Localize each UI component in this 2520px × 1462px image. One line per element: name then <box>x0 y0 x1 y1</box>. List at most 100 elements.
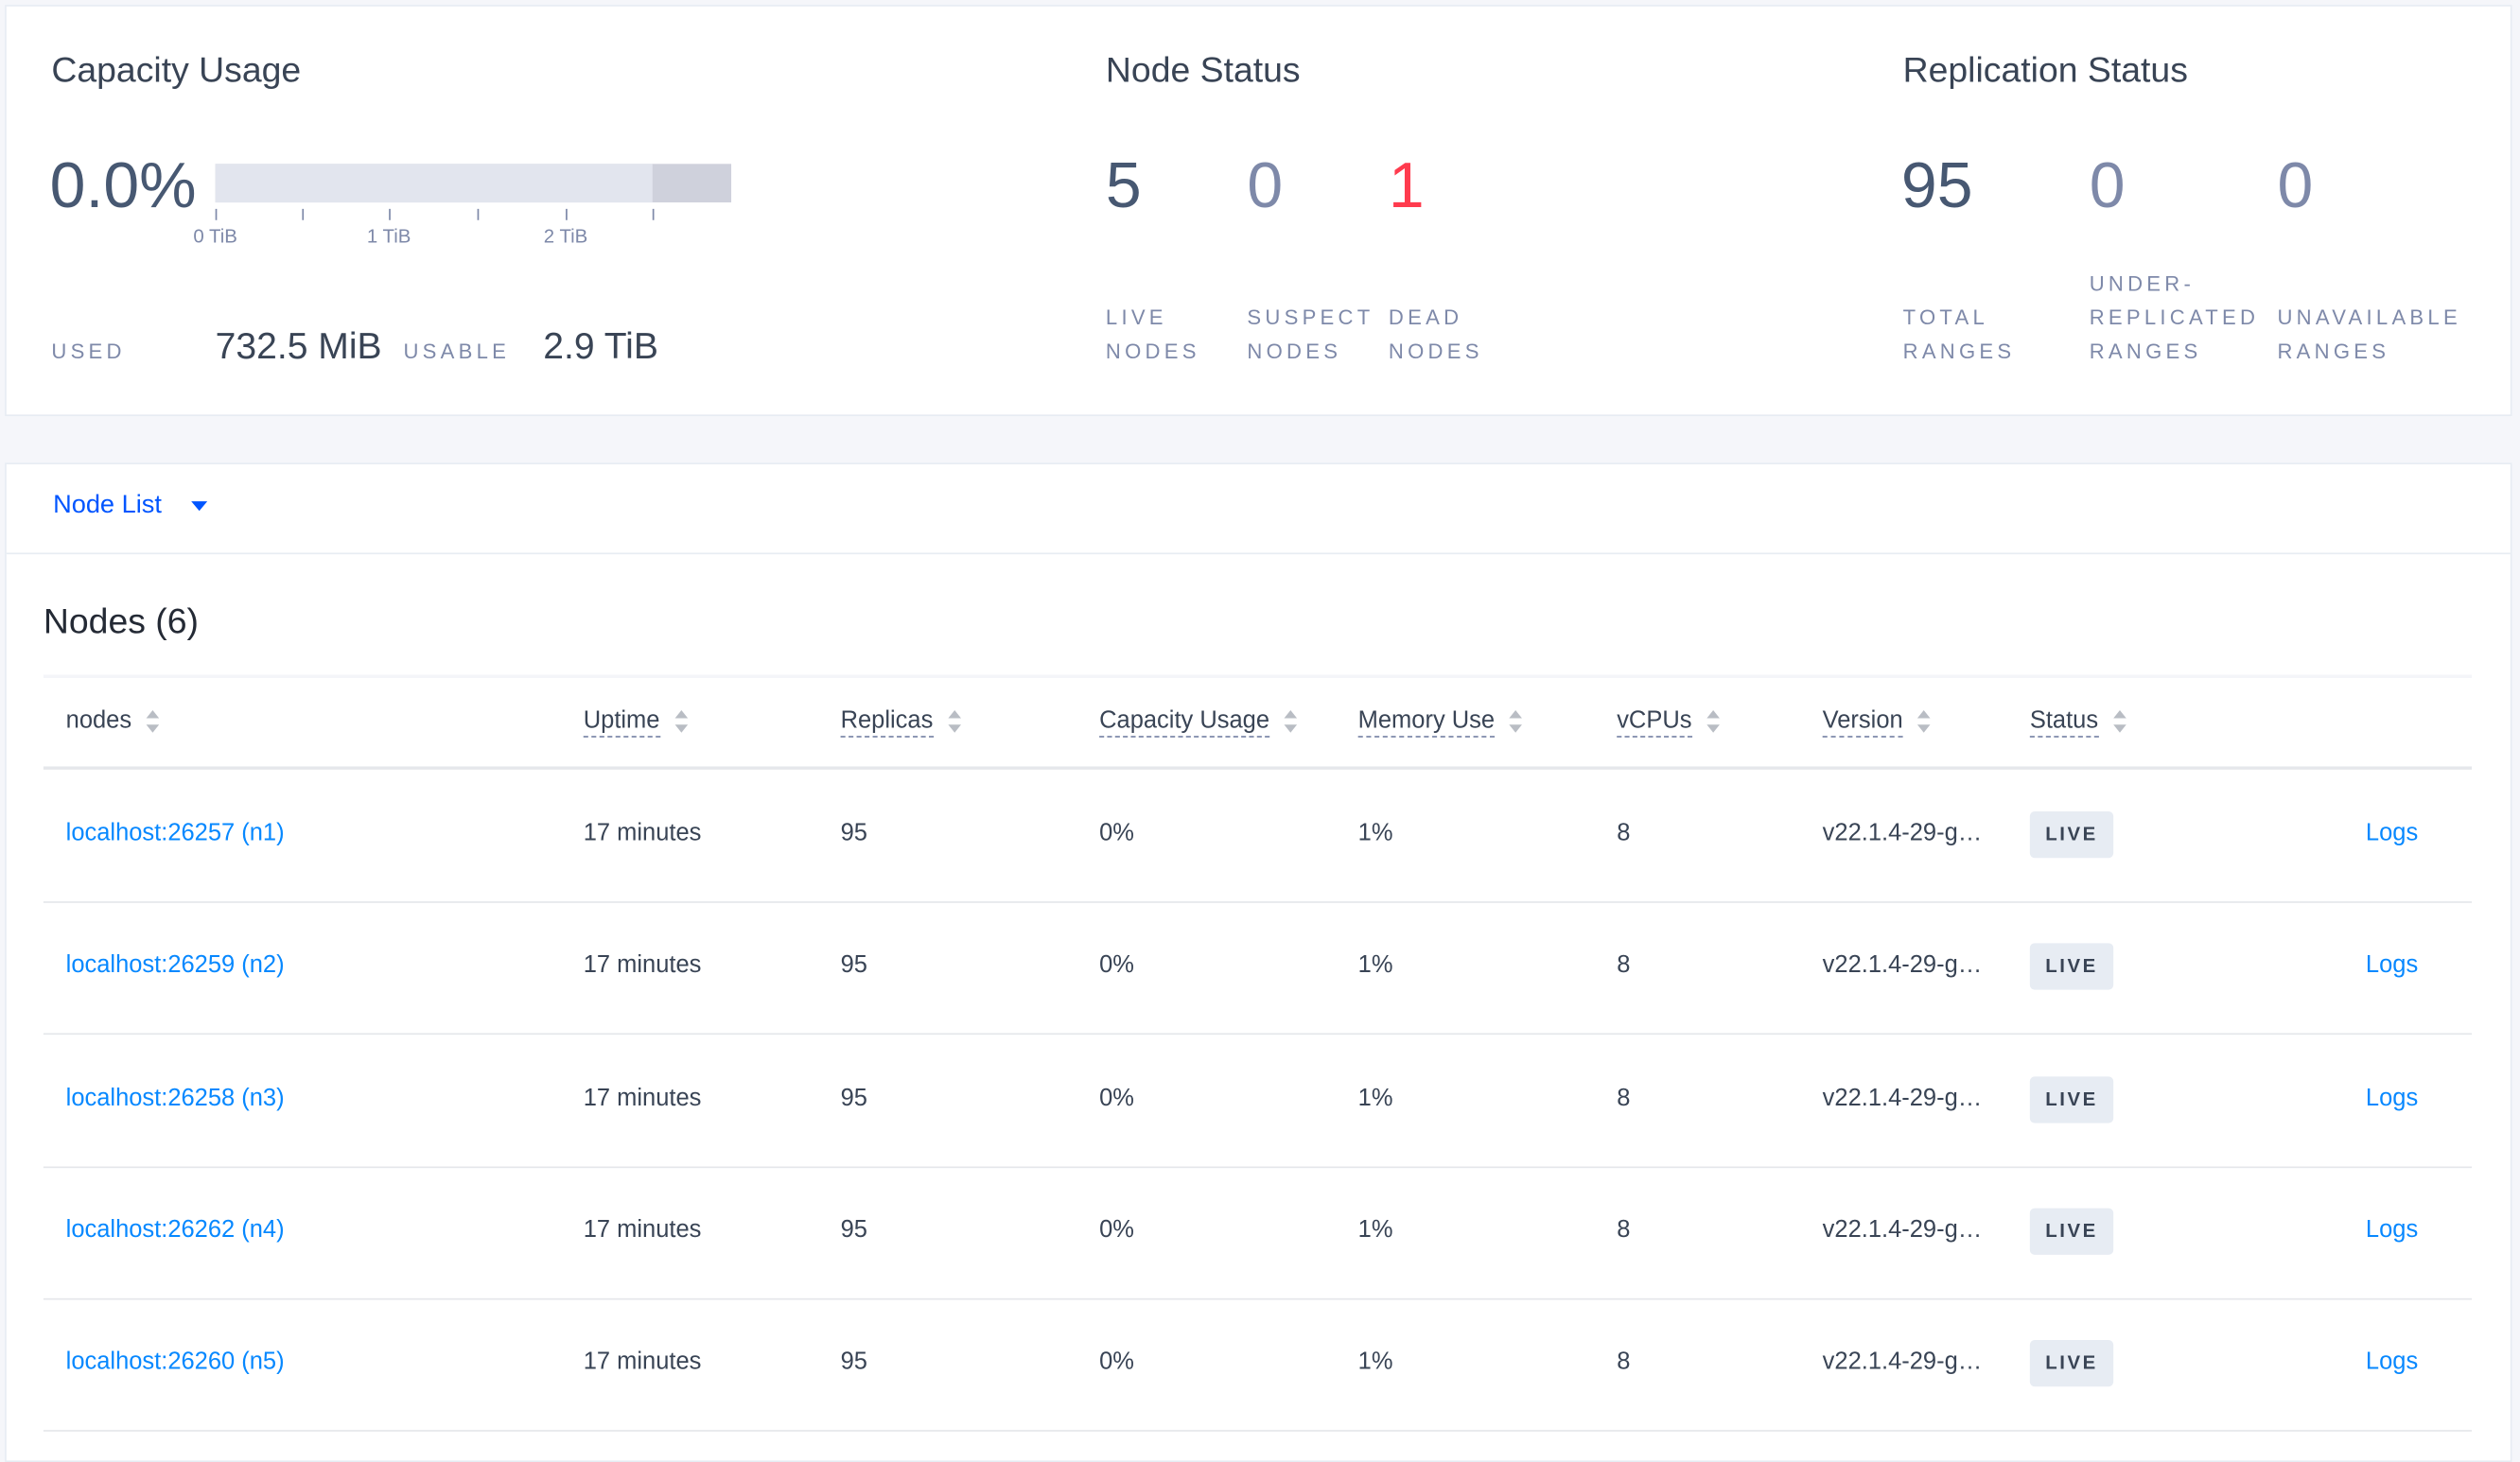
under-replicated-count: 0 <box>2089 150 2126 222</box>
column-header-status[interactable]: Status <box>2029 706 2126 738</box>
memory-cell: 1% <box>1357 1084 1393 1112</box>
capacity-cell: 0% <box>1099 1348 1134 1376</box>
replicas-cell: 95 <box>840 1348 867 1376</box>
capacity-bar-available <box>215 164 653 203</box>
table-row: localhost:26262 (n4) 17 minutes 95 0% 1% 8 v22… <box>43 1166 2473 1300</box>
live-nodes-label: LIVE NODES <box>1105 305 1200 363</box>
summary-card <box>5 5 2512 417</box>
tick-label: 2 TiB <box>543 224 588 248</box>
version-cell: v22.1.4-29-g… <box>1822 1215 1983 1244</box>
vcpus-cell: 8 <box>1617 819 1631 847</box>
vcpus-cell: 8 <box>1617 1348 1631 1376</box>
sort-icon[interactable] <box>2112 710 2126 733</box>
node-link[interactable]: localhost:26258 (n3) <box>65 1084 285 1112</box>
capacity-cell: 0% <box>1099 951 1134 980</box>
uptime-cell: 17 minutes <box>583 1215 702 1244</box>
capacity-title: Capacity Usage <box>51 49 302 91</box>
node-link[interactable]: localhost:26260 (n5) <box>65 1348 285 1376</box>
usable-value: 2.9 TiB <box>543 324 658 367</box>
table-row: localhost:26258 (n3) 17 minutes 95 0% 1% 8 v22… <box>43 1034 2473 1168</box>
sort-icon[interactable] <box>1916 710 1931 733</box>
node-link[interactable]: localhost:26262 (n4) <box>65 1215 285 1244</box>
table-row: localhost:26260 (n5) 17 minutes 95 0% 1% 8 v22… <box>43 1298 2473 1433</box>
replicas-cell: 95 <box>840 1215 867 1244</box>
tick <box>652 208 655 220</box>
node-link[interactable]: localhost:26259 (n2) <box>65 951 285 980</box>
unavailable-label: UNAVAILABLE RANGES <box>2277 305 2461 363</box>
suspect-nodes-label: SUSPECT NODES <box>1247 305 1374 363</box>
tick-label: 1 TiB <box>366 224 411 248</box>
logs-link[interactable]: Logs <box>2365 1215 2419 1244</box>
nodes-title: Nodes (6) <box>43 600 199 641</box>
sort-icon[interactable] <box>1509 710 1522 733</box>
replicas-cell: 95 <box>840 1084 867 1112</box>
tick-label: 0 TiB <box>193 224 237 248</box>
memory-cell: 1% <box>1357 819 1393 847</box>
dead-nodes-count: 1 <box>1388 150 1425 222</box>
total-ranges-count: 95 <box>1900 150 1973 222</box>
used-label: USED <box>51 339 126 363</box>
sort-icon[interactable] <box>674 710 688 733</box>
memory-cell: 1% <box>1357 1348 1393 1376</box>
uptime-cell: 17 minutes <box>583 1084 702 1112</box>
tick <box>215 208 218 220</box>
logs-link[interactable]: Logs <box>2365 951 2419 980</box>
version-cell: v22.1.4-29-g… <box>1822 819 1983 847</box>
replicas-cell: 95 <box>840 951 867 980</box>
column-header-replicas[interactable]: Replicas <box>840 706 961 738</box>
header-divider <box>43 766 2473 770</box>
memory-cell: 1% <box>1357 1215 1393 1244</box>
tick <box>302 208 305 220</box>
status-badge: LIVE <box>2029 1208 2114 1255</box>
capacity-percent: 0.0% <box>49 150 197 222</box>
suspect-nodes-count: 0 <box>1247 150 1284 222</box>
total-ranges-label: TOTAL RANGES <box>1902 305 2016 363</box>
column-header-version[interactable]: Version <box>1822 706 1931 738</box>
column-header-uptime[interactable]: Uptime <box>583 706 688 738</box>
view-selector-label: Node List <box>53 491 162 519</box>
sort-icon[interactable] <box>1706 710 1720 733</box>
logs-link[interactable]: Logs <box>2365 819 2419 847</box>
logs-link[interactable]: Logs <box>2365 1084 2419 1112</box>
logs-link[interactable]: Logs <box>2365 1348 2419 1376</box>
capacity-cell: 0% <box>1099 1215 1134 1244</box>
node-link[interactable]: localhost:26257 (n1) <box>65 819 285 847</box>
version-cell: v22.1.4-29-g… <box>1822 1348 1983 1376</box>
column-header-memory-use[interactable]: Memory Use <box>1357 706 1522 738</box>
status-badge: LIVE <box>2029 810 2114 859</box>
vcpus-cell: 8 <box>1617 1084 1631 1112</box>
divider <box>43 674 2473 678</box>
replicas-cell: 95 <box>840 819 867 847</box>
column-header-nodes[interactable]: nodes <box>66 707 159 734</box>
tick <box>477 208 480 220</box>
used-value: 732.5 MiB <box>215 324 382 367</box>
caret-down-icon <box>191 500 208 511</box>
status-badge: LIVE <box>2029 1340 2114 1387</box>
uptime-cell: 17 minutes <box>583 1348 702 1376</box>
usable-label: USABLE <box>403 339 511 363</box>
sort-icon[interactable] <box>947 710 961 733</box>
version-cell: v22.1.4-29-g… <box>1822 951 1983 980</box>
uptime-cell: 17 minutes <box>583 819 702 847</box>
table-row: localhost:26257 (n1) 17 minutes 95 0% 1% 8 v22… <box>43 770 2473 903</box>
column-header-vcpus[interactable]: vCPUs <box>1617 706 1720 738</box>
uptime-cell: 17 minutes <box>583 951 702 980</box>
tick <box>566 208 568 220</box>
capacity-cell: 0% <box>1099 819 1134 847</box>
replication-status-title: Replication Status <box>1902 49 2188 91</box>
capacity-bar <box>215 164 732 203</box>
status-badge: LIVE <box>2029 1075 2114 1123</box>
divider <box>6 552 2511 555</box>
version-cell: v22.1.4-29-g… <box>1822 1084 1983 1112</box>
view-selector-dropdown[interactable]: Node List <box>53 491 208 521</box>
sort-icon[interactable] <box>1284 710 1297 733</box>
node-status-title: Node Status <box>1105 49 1301 91</box>
under-replicated-label: UNDER- REPLICATED RANGES <box>2089 271 2260 363</box>
vcpus-cell: 8 <box>1617 1215 1631 1244</box>
column-header-capacity-usage[interactable]: Capacity Usage <box>1099 706 1297 738</box>
live-nodes-count: 5 <box>1105 150 1142 222</box>
unavailable-count: 0 <box>2277 150 2314 222</box>
sort-icon[interactable] <box>146 710 159 733</box>
memory-cell: 1% <box>1357 951 1393 980</box>
table-row: localhost:26259 (n2) 17 minutes 95 0% 1% 8 v22… <box>43 902 2473 1036</box>
